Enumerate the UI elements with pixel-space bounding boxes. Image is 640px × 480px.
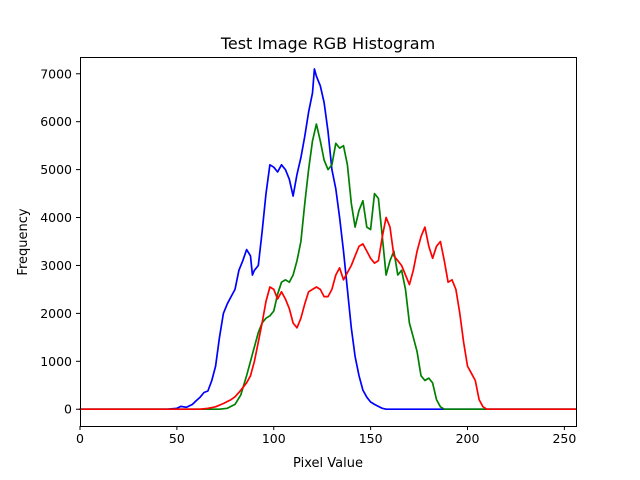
series-layer (79, 68, 577, 411)
y-tick-label: 4000 (40, 210, 72, 225)
plot-frame (80, 57, 577, 427)
x-tick-label: 50 (169, 431, 185, 446)
x-tick-label: 0 (76, 431, 84, 446)
y-tick-label: 1000 (40, 354, 72, 369)
x-axis-label: Pixel Value (293, 456, 363, 471)
chart-title: Test Image RGB Histogram (220, 34, 435, 53)
ticks-layer: 0 50 100 150 200 250 0 1000 2000 3000 4000 5000 6000… (40, 66, 576, 446)
y-tick-label: 3000 (40, 258, 72, 273)
x-tick-label: 200 (456, 431, 480, 446)
x-tick-label: 100 (262, 431, 286, 446)
y-tick-label: 6000 (40, 114, 72, 129)
y-tick-label: 7000 (40, 66, 72, 81)
y-tick-label: 0 (64, 402, 72, 417)
x-tick-label: 250 (552, 431, 576, 446)
y-axis-label: Frequency (16, 208, 31, 275)
y-tick-label: 2000 (40, 306, 72, 321)
y-tick-label: 5000 (40, 162, 72, 177)
x-tick-label: 150 (359, 431, 383, 446)
series-line-0 (79, 68, 577, 411)
series-line-2 (79, 216, 577, 411)
